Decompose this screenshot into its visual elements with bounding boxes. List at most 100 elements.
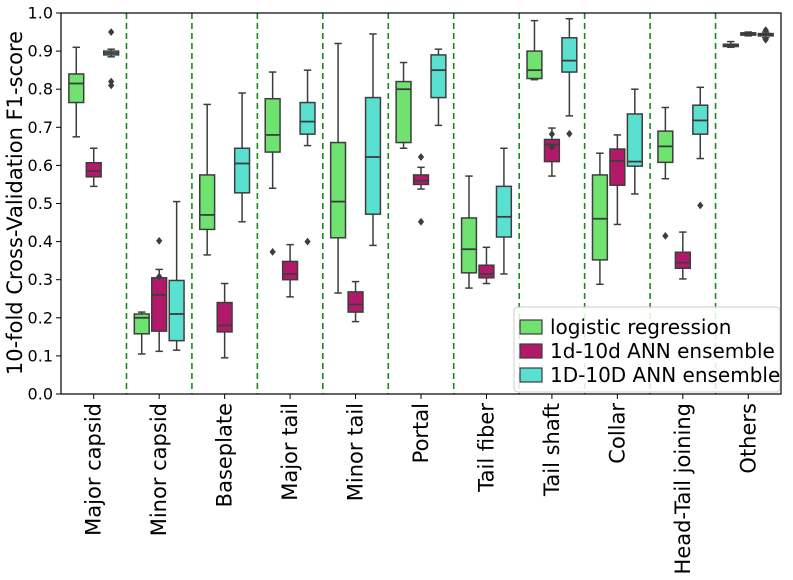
box-0-9 [657,106,674,240]
box-1-6 [478,246,495,285]
outlier-point [417,217,425,226]
box-1-4 [347,280,364,323]
box-0-2 [199,103,216,256]
outlier-point [762,35,769,44]
box-2-2 [233,92,251,223]
box-iqr [412,174,430,186]
x-tick-label: Head-Tail joining [671,403,695,574]
box-1-8 [609,134,626,226]
y-tick-label: 0.7 [28,118,53,137]
y-tick-label: 0.1 [28,346,53,365]
box-iqr [151,277,168,332]
outlier-point [155,236,163,245]
outlier-point [662,231,669,240]
box-iqr [133,313,150,335]
box-iqr [168,279,185,342]
box-2-9 [692,86,709,210]
box-0-8 [591,152,609,286]
y-tick-label: 0.4 [28,232,53,251]
x-tick-label: Tail shaft [540,403,564,497]
box-1-3 [281,243,299,298]
legend-swatch [519,343,543,359]
x-tick-label: Baseplate [213,403,237,507]
box-iqr [264,97,281,153]
box-0-7 [526,19,543,81]
y-tick-label: 0.8 [28,80,53,99]
box-iqr [674,251,691,270]
y-axis-title: 10-fold Cross-Validation F1-score [3,31,27,375]
outlier-point [566,129,573,138]
y-tick-label: 0.6 [28,156,53,175]
box-1-0 [85,147,102,188]
y-tick-label: 0.3 [28,270,53,289]
box-0-3 [264,71,281,256]
x-tick-label: Major capsid [82,403,106,536]
y-tick-label: 0.5 [28,194,53,213]
box-0-0 [68,46,85,138]
x-tick-label: Tail fiber [474,403,498,493]
box-iqr [495,185,513,238]
box-2-1 [168,200,185,351]
box-iqr [478,264,495,279]
box-2-10 [757,26,774,44]
outlier-point [304,237,311,246]
y-ticks: 0.0 0.1 0.2 0.3 0.4 0.5 0.6 0.7 0.8 0.9 1.0 [28,4,61,404]
x-ticks: Major capsid Minor capsid Baseplate Major t… [82,394,760,574]
y-tick-label: 0.2 [28,308,53,327]
x-tick-label: Minor capsid [147,403,171,536]
box-iqr [609,148,626,186]
y-tick-label: 1.0 [28,4,53,23]
x-tick-label: Portal [409,403,433,463]
legend-label: 1D-10D ANN ensemble [550,363,780,387]
box-2-6 [495,147,513,275]
box-2-0 [103,28,120,90]
outlier-point [155,272,163,281]
box-iqr [395,80,412,144]
box-elements [68,17,774,359]
box-2-5 [430,48,447,127]
box-0-4 [329,42,347,294]
box-iqr [216,301,233,333]
legend-box [513,306,781,393]
box-2-4 [364,33,382,247]
box-iqr [430,54,447,99]
legend-label: logistic regression [550,315,731,339]
x-tick-label: Collar [605,403,629,464]
box-iqr [364,96,382,215]
box-0-1 [133,311,150,355]
box-2-3 [299,69,316,246]
category-separators [125,13,717,394]
box-iqr [561,37,578,73]
y-tick-label: 0.0 [28,385,53,404]
box-iqr [68,73,85,104]
outlier-point [107,81,115,90]
legend-label: 1d-10d ANN ensemble [550,339,775,363]
box-2-7 [561,17,578,138]
box-iqr [85,161,102,178]
box-0-5 [395,61,412,150]
legend-swatch [519,367,543,383]
outlier-point [548,130,556,139]
outlier-point [697,201,704,210]
x-tick-label: Minor tail [344,403,368,501]
outlier-point [548,143,556,152]
x-tick-label: Major tail [278,403,302,501]
box-1-1 [151,236,168,353]
box-iqr [460,217,478,274]
outlier-point [107,28,115,37]
box-iqr [299,101,316,135]
box-iqr [233,147,251,194]
box-0-6 [460,175,478,289]
box-iqr [329,141,347,239]
box-1-9 [674,231,691,280]
box-iqr [347,291,364,313]
outlier-point [269,247,276,256]
box-2-8 [626,88,643,195]
legend-swatch [519,319,543,335]
box-1-7 [543,127,561,177]
x-tick-label: Others [736,403,760,474]
box-1-5 [412,153,430,226]
